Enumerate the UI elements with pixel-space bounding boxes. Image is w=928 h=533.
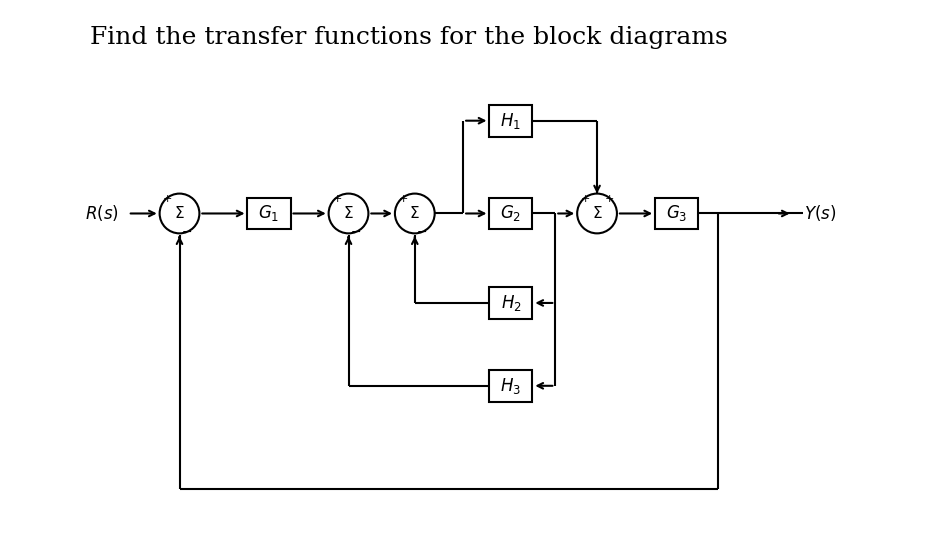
Text: $\Sigma$: $\Sigma$ xyxy=(409,206,419,222)
Text: $H_2$: $H_2$ xyxy=(500,293,521,313)
Text: $H_1$: $H_1$ xyxy=(500,111,521,131)
Bar xyxy=(489,105,532,136)
Bar xyxy=(489,287,532,319)
Text: $+$: $+$ xyxy=(397,193,407,204)
Text: Find the transfer functions for the block diagrams: Find the transfer functions for the bloc… xyxy=(90,26,727,50)
Text: $\Sigma$: $\Sigma$ xyxy=(174,206,185,222)
Text: $-$: $-$ xyxy=(349,225,360,238)
Text: $G_3$: $G_3$ xyxy=(665,204,687,223)
Text: $+$: $+$ xyxy=(579,193,589,204)
Text: $+$: $+$ xyxy=(162,193,173,204)
Text: $G_2$: $G_2$ xyxy=(500,204,521,223)
Bar xyxy=(654,198,697,229)
Text: $Y(s)$: $Y(s)$ xyxy=(803,204,835,223)
Text: $-$: $-$ xyxy=(416,225,427,238)
Bar xyxy=(489,370,532,402)
Bar xyxy=(247,198,290,229)
Text: $\Sigma$: $\Sigma$ xyxy=(342,206,354,222)
Bar xyxy=(489,198,532,229)
Text: $H_3$: $H_3$ xyxy=(500,376,521,396)
Text: $G_1$: $G_1$ xyxy=(258,204,279,223)
Text: $\Sigma$: $\Sigma$ xyxy=(591,206,601,222)
Text: $-$: $-$ xyxy=(180,225,191,238)
Text: $R(s)$: $R(s)$ xyxy=(85,204,119,223)
Text: $+$: $+$ xyxy=(331,193,342,204)
Text: $+$: $+$ xyxy=(603,193,613,204)
